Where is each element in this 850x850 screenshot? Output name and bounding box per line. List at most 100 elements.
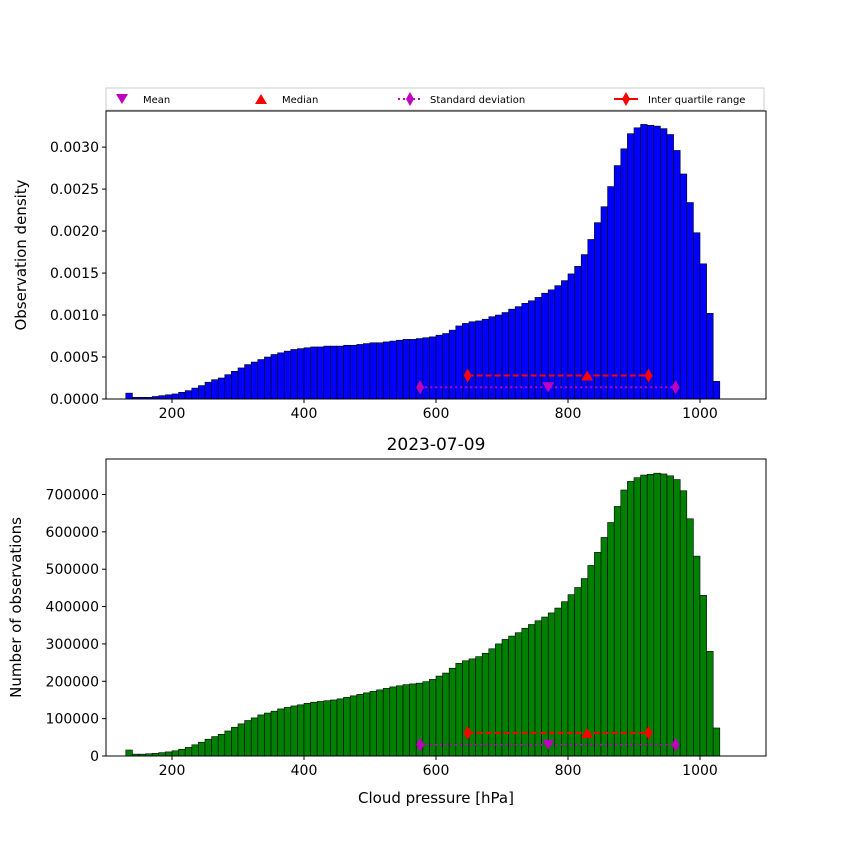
histogram-bar bbox=[369, 691, 377, 757]
histogram-bar bbox=[382, 341, 391, 400]
y-tick-label: 0 bbox=[90, 749, 99, 765]
iqr-marker-icon bbox=[622, 92, 630, 106]
y-tick-label: 500000 bbox=[46, 562, 99, 578]
count-chart: 200 400 600 800 1000 0 100000 200000 300000 40000… bbox=[7, 435, 767, 807]
histogram-bar bbox=[640, 474, 648, 757]
x-tick-label: 1000 bbox=[682, 763, 718, 779]
histogram-bar bbox=[396, 339, 404, 400]
legend-entry-std: Standard deviation bbox=[398, 92, 525, 106]
histogram-bar bbox=[303, 347, 311, 400]
histogram-bar bbox=[330, 345, 338, 400]
histogram-bar bbox=[270, 710, 278, 757]
x-tick-label: 600 bbox=[423, 406, 450, 422]
y-tick-label: 0.0005 bbox=[50, 350, 99, 366]
histogram-bar bbox=[501, 312, 509, 400]
histogram-bar bbox=[211, 379, 219, 400]
y-tick-label: 0.0000 bbox=[50, 392, 99, 408]
histogram-bar bbox=[343, 344, 351, 400]
mean-marker bbox=[542, 739, 555, 750]
histogram-bar bbox=[706, 651, 714, 757]
histogram-bar bbox=[125, 749, 133, 757]
histogram-bar bbox=[574, 587, 582, 757]
histogram-bar bbox=[706, 313, 714, 400]
histogram-bar bbox=[448, 329, 457, 400]
y-tick-label: 200000 bbox=[46, 674, 99, 690]
histogram-bar bbox=[283, 707, 292, 757]
histogram-bar bbox=[613, 165, 622, 400]
histogram-bar bbox=[237, 723, 245, 757]
histogram-bar bbox=[336, 345, 344, 400]
histogram-bar bbox=[567, 273, 575, 400]
legend-iqr-label: Inter quartile range bbox=[648, 95, 745, 106]
histogram-bar bbox=[508, 308, 516, 400]
histogram-bar bbox=[409, 683, 417, 757]
histogram-bar bbox=[541, 616, 549, 757]
histogram-bar bbox=[455, 663, 463, 757]
histogram-bar bbox=[607, 186, 615, 400]
histogram-bar bbox=[244, 364, 252, 400]
histogram-bar bbox=[488, 648, 496, 757]
histogram-bar bbox=[217, 734, 226, 757]
histogram-bar bbox=[191, 744, 199, 757]
histogram-bar bbox=[264, 712, 272, 757]
histogram-bar bbox=[349, 695, 358, 757]
histogram-bar bbox=[699, 595, 707, 757]
y-tick-label: 400000 bbox=[46, 600, 99, 616]
y-tick-label: 0.0030 bbox=[50, 140, 99, 156]
histogram-bar bbox=[442, 672, 450, 757]
iqr-lower-marker bbox=[463, 725, 472, 740]
histogram-bar bbox=[508, 635, 516, 757]
histogram-bar bbox=[290, 349, 298, 400]
histogram-bar bbox=[699, 263, 707, 400]
histogram-bar bbox=[468, 658, 476, 757]
histogram-bar bbox=[712, 727, 721, 757]
histogram-bar bbox=[686, 202, 694, 400]
histogram-bar bbox=[402, 339, 410, 400]
histogram-bar bbox=[600, 537, 608, 757]
histogram-bar bbox=[382, 688, 391, 757]
histogram-bar bbox=[310, 701, 318, 757]
chart-title: 2023-07-09 bbox=[387, 435, 486, 455]
x-axis-label: Cloud pressure [hPa] bbox=[358, 789, 514, 807]
histogram-bar bbox=[343, 697, 351, 757]
x-tick-label: 600 bbox=[423, 763, 450, 779]
histogram-bar bbox=[356, 694, 364, 757]
histogram-bar bbox=[257, 714, 265, 757]
histogram-bar bbox=[323, 345, 331, 400]
legend-entry-median: Median bbox=[255, 94, 318, 106]
x-tick-label: 800 bbox=[555, 763, 582, 779]
histogram-bar bbox=[501, 639, 509, 757]
histogram-bar bbox=[514, 632, 523, 757]
histogram-bar bbox=[521, 627, 529, 757]
histogram-bar bbox=[594, 222, 602, 400]
median-marker bbox=[581, 727, 594, 738]
histogram-bar bbox=[330, 699, 338, 757]
mean-marker-icon bbox=[116, 94, 128, 104]
histogram-bar bbox=[297, 704, 305, 757]
histogram-bar bbox=[336, 698, 344, 757]
histogram-bar bbox=[356, 344, 364, 400]
mean-marker bbox=[542, 382, 555, 393]
histogram-bar bbox=[184, 747, 193, 757]
histogram-bar bbox=[627, 133, 635, 400]
iqr-upper-marker bbox=[644, 368, 653, 383]
histogram-bar bbox=[389, 340, 397, 400]
x-tick-label: 1000 bbox=[682, 406, 718, 422]
y-tick-label: 300000 bbox=[46, 637, 99, 653]
legend-frame bbox=[105, 87, 765, 111]
histogram-bar bbox=[277, 352, 285, 400]
histogram-bar bbox=[303, 703, 311, 757]
histogram-bar bbox=[125, 392, 133, 400]
histogram-bar bbox=[198, 741, 206, 757]
legend-median-label: Median bbox=[282, 95, 318, 106]
histogram-bar bbox=[679, 490, 688, 757]
histogram-bar bbox=[660, 473, 668, 757]
histogram-bar bbox=[389, 686, 397, 757]
histogram-bar bbox=[666, 475, 674, 757]
histogram-bar bbox=[554, 285, 562, 400]
histogram-bar bbox=[191, 387, 199, 400]
histogram-bar bbox=[462, 660, 470, 757]
histogram-bar bbox=[534, 297, 542, 400]
histogram-bar bbox=[448, 667, 457, 757]
std-upper-marker bbox=[671, 737, 680, 752]
